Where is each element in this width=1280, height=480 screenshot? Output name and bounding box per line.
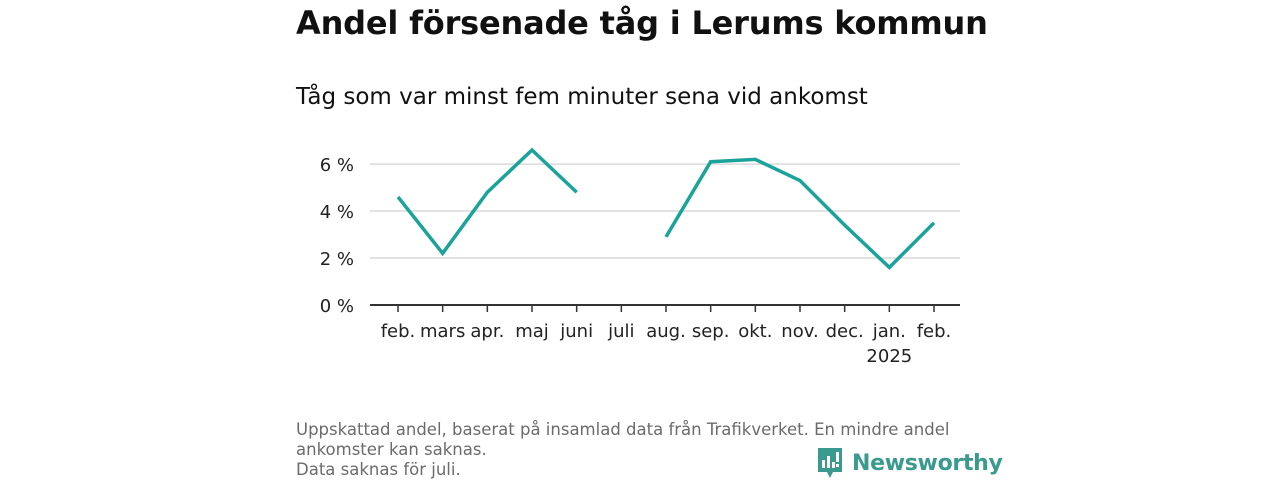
x-tick-label: feb. <box>381 321 416 342</box>
series-line-segment <box>396 147 578 257</box>
brand-name: Newsworthy <box>852 450 1003 476</box>
series-line-segment <box>664 157 936 270</box>
x-tick-label: apr. <box>470 321 504 342</box>
y-tick-label: 2 % <box>320 249 354 270</box>
chart-title: Andel försenade tåg i Lerums kommun <box>296 4 988 42</box>
line-chart: 0 %2 %4 %6 %feb. mars apr. maj juni juli aug. s… <box>320 147 960 367</box>
footnote-line: Data saknas för juli. <box>296 460 461 479</box>
x-tick-label: nov. <box>781 321 818 342</box>
chart-subtitle: Tåg som var minst fem minuter sena vid a… <box>296 84 868 110</box>
x-tick-label: aug. <box>646 321 686 342</box>
footnote-line: ankomster kan saknas. <box>296 440 487 459</box>
footnote: Uppskattad andel, baserat på insamlad da… <box>296 420 986 480</box>
y-tick-label: 6 % <box>320 155 354 176</box>
newsworthy-logo-icon <box>818 448 842 478</box>
x-tick-label: okt. <box>738 321 772 342</box>
x-tick-label: feb. <box>917 321 952 342</box>
brand-logo: Newsworthy <box>816 446 1003 480</box>
chart-card: Andel försenade tåg i Lerums kommun Tåg … <box>296 0 1003 480</box>
y-tick-label: 0 % <box>320 296 354 317</box>
x-tick-label: jan. <box>872 321 906 342</box>
x-tick-label: dec. <box>826 321 864 342</box>
y-tick-label: 4 % <box>320 202 354 223</box>
x-tick-label: juli <box>607 321 634 342</box>
x-tick-label: juni <box>559 321 593 342</box>
x-tick-sublabel: 2025 <box>866 346 912 367</box>
x-tick-label: sep. <box>692 321 730 342</box>
footnote-line: Uppskattad andel, baserat på insamlad da… <box>296 420 950 439</box>
x-tick-label: maj <box>515 321 549 342</box>
x-tick-label: mars <box>420 321 465 342</box>
